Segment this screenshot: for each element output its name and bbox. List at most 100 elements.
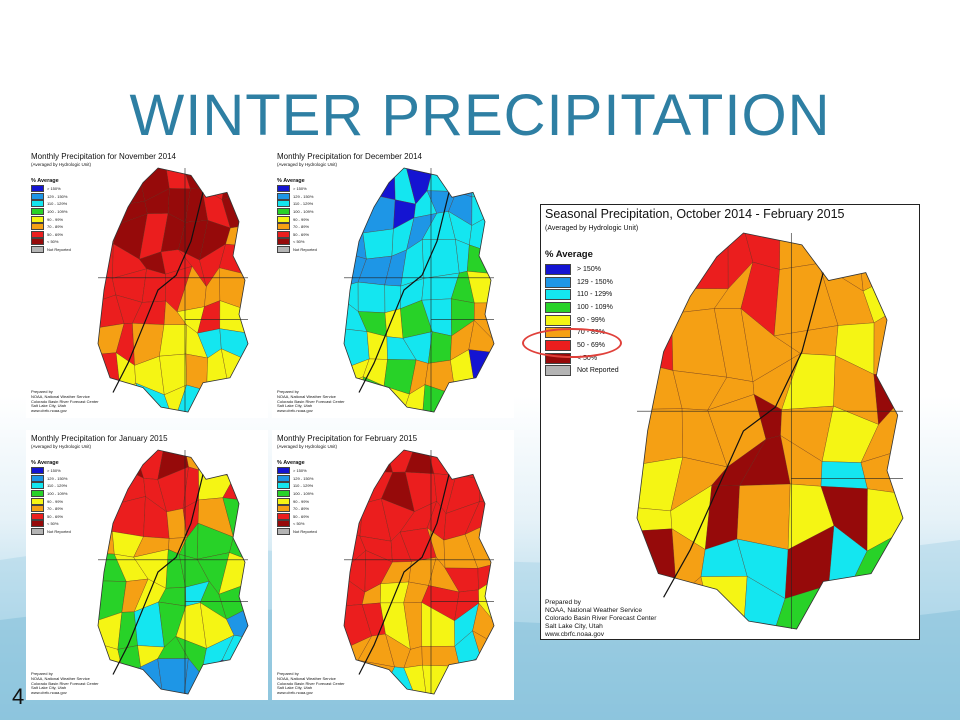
credits-line: NOAA, National Weather Service	[31, 675, 90, 681]
map-legend: % Average > 150% 129 - 150% 110 - 129% 100 -…	[277, 460, 317, 536]
legend-label: > 150%	[293, 468, 307, 474]
colorado-river	[358, 192, 450, 393]
legend-label: 129 - 150%	[293, 193, 314, 199]
legend-item: 90 - 99%	[277, 497, 317, 505]
legend-swatch	[31, 208, 44, 216]
map-legend: % Average > 150% 129 - 150% 110 - 129% 100 -…	[31, 460, 71, 536]
map-title: Monthly Precipitation for January 2015	[31, 434, 168, 443]
legend-swatch	[31, 238, 44, 246]
hydrologic-unit	[219, 300, 248, 334]
hydrologic-unit	[736, 483, 791, 550]
precip-map-seasonal	[636, 232, 904, 630]
legend-item: 110 - 129%	[31, 200, 71, 208]
hydrologic-unit	[384, 284, 401, 313]
map-panel-seasonal: Seasonal Precipitation, October 2014 - F…	[540, 204, 920, 640]
legend-label: < 50%	[47, 239, 59, 245]
legend-item: 110 - 129%	[545, 288, 619, 301]
legend-label: 110 - 129%	[577, 291, 613, 299]
hydrologic-unit	[222, 659, 248, 694]
legend-swatch	[277, 474, 290, 482]
credits-line: Salt Lake City, Utah	[277, 685, 313, 691]
hydrologic-unit	[198, 450, 235, 477]
hydrologic-unit	[112, 496, 146, 537]
hydrologic-unit	[98, 375, 121, 412]
legend-label: 129 - 150%	[47, 193, 68, 199]
legend-label: > 150%	[293, 186, 307, 192]
legend-label: 70 - 89%	[47, 224, 64, 230]
legend-item: 110 - 129%	[277, 200, 317, 208]
precip-map-february	[343, 449, 495, 695]
hydrologic-unit	[157, 658, 189, 694]
hydrologic-unit	[468, 349, 494, 391]
legend-label: 110 - 129%	[293, 483, 314, 489]
credits-line: Colorado Basin River Forecast Center	[277, 680, 345, 686]
legend-label: < 50%	[577, 354, 598, 362]
legend-swatch	[31, 223, 44, 231]
map-credits: Prepared by NOAA, National Weather Servic…	[31, 671, 99, 696]
legend-heading: % Average	[31, 460, 59, 466]
hydrologic-unit	[98, 467, 127, 506]
legend-swatch	[277, 208, 290, 216]
legend-item: 129 - 150%	[545, 276, 619, 289]
legend-swatch	[277, 520, 290, 528]
legend-swatch	[31, 215, 44, 223]
precip-map-january	[97, 449, 249, 695]
hydrologic-unit	[344, 168, 362, 193]
legend-swatch	[277, 223, 290, 231]
legend-swatch	[31, 528, 44, 536]
hydrologic-unit	[98, 168, 122, 206]
hydrologic-unit	[743, 576, 786, 629]
legend-swatch	[31, 200, 44, 208]
legend-label: 129 - 150%	[577, 278, 613, 286]
map-panel-november: Monthly Precipitation for November 2014 …	[26, 148, 268, 418]
colorado-river	[663, 272, 824, 598]
legend-swatch	[277, 497, 290, 505]
hydrologic-unit	[219, 328, 248, 361]
hydrologic-unit	[828, 582, 854, 629]
legend-swatch	[277, 185, 290, 193]
hydrologic-unit	[218, 552, 248, 595]
hydrologic-unit	[219, 267, 248, 311]
legend-item: 50 - 69%	[277, 512, 317, 521]
credits-line: www.cbrfc.noaa.gov	[277, 408, 313, 414]
legend-swatch	[31, 490, 44, 498]
hydrologic-unit	[443, 450, 481, 479]
credits-line: www.cbrfc.noaa.gov	[31, 408, 67, 414]
hydrologic-unit	[820, 461, 868, 489]
legend-item: 129 - 150%	[31, 474, 71, 483]
legend-item: 70 - 89%	[277, 223, 317, 231]
hydrologic-unit	[221, 168, 248, 200]
map-subtitle: (Averaged by Hydrologic Unit)	[277, 162, 337, 167]
legend-swatch	[31, 230, 44, 238]
legend-label: 50 - 69%	[293, 231, 310, 237]
colorado-river	[112, 474, 204, 675]
credits-line: www.cbrfc.noaa.gov	[545, 630, 605, 638]
hydrologic-unit	[421, 646, 460, 667]
basin-outline	[343, 167, 495, 413]
hydrologic-unit	[779, 233, 833, 270]
legend-label: > 150%	[47, 468, 61, 474]
hydrologic-unit	[637, 408, 683, 465]
legend-item: 129 - 150%	[31, 192, 71, 201]
legend-item: 50 - 69%	[31, 230, 71, 239]
legend-swatch	[31, 185, 44, 193]
legend-item: 70 - 89%	[31, 223, 71, 231]
legend-swatch	[545, 276, 571, 288]
hydrologic-unit	[226, 607, 248, 638]
legend-item: 90 - 99%	[277, 215, 317, 223]
legend-swatch	[277, 200, 290, 208]
hydrologic-unit	[344, 450, 374, 472]
map-subtitle: (Averaged by Hydrologic Unit)	[277, 444, 337, 449]
legend-label: 90 - 99%	[47, 216, 64, 222]
legend-swatch	[31, 482, 44, 490]
hydrologic-unit	[637, 528, 678, 597]
legend-swatch	[277, 246, 290, 254]
basin-outline	[97, 167, 249, 413]
hydrologic-unit	[344, 470, 364, 505]
hydrologic-unit	[221, 348, 248, 392]
slide-number: 4	[12, 684, 25, 709]
hydrologic-unit	[98, 243, 114, 279]
hydrologic-unit	[671, 233, 729, 289]
hydrologic-unit	[231, 450, 248, 477]
legend-swatch	[277, 192, 290, 200]
